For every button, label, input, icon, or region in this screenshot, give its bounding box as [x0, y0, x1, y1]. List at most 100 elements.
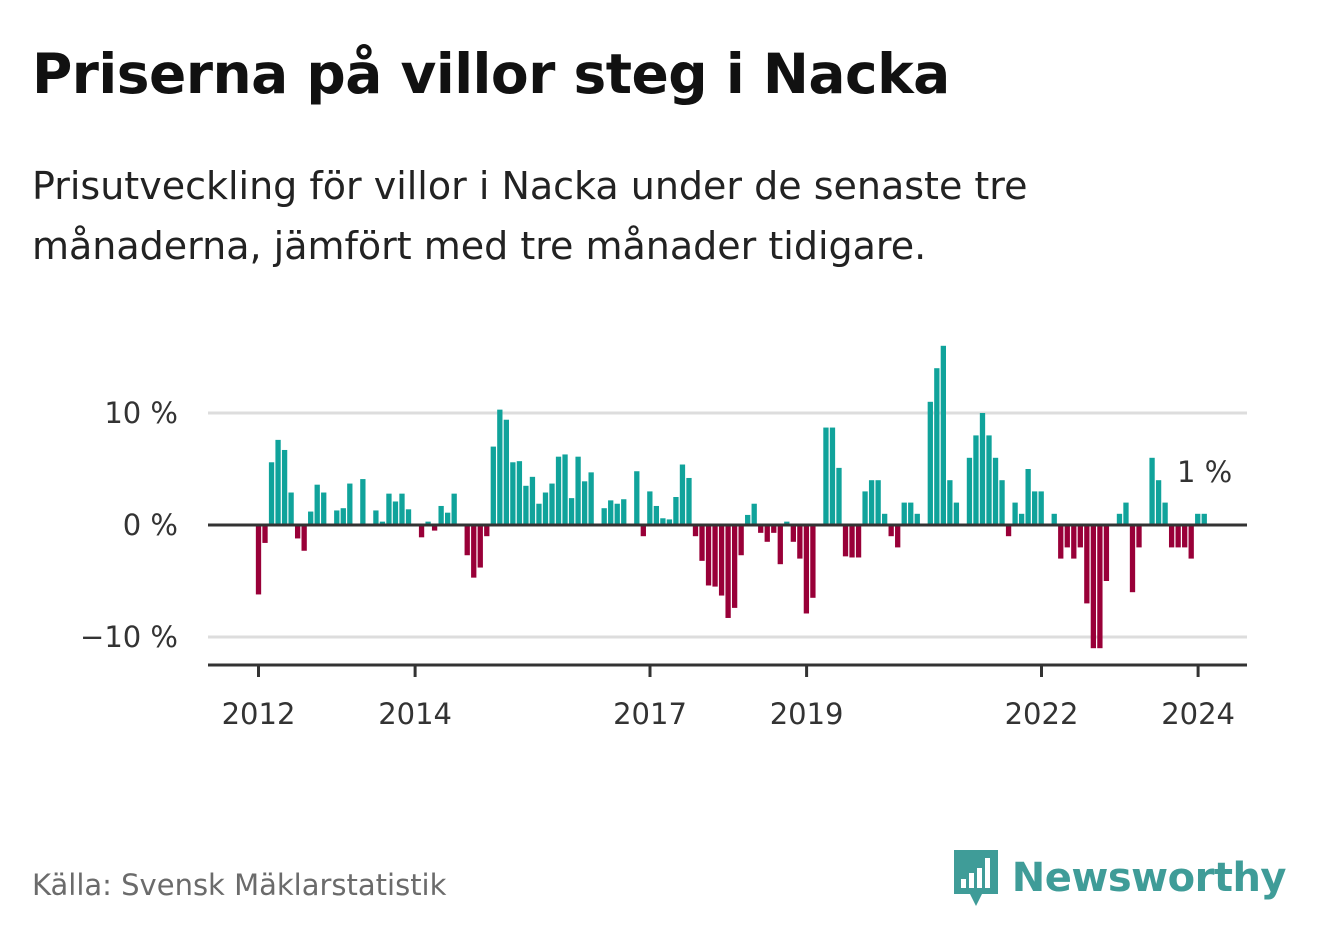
bar — [660, 518, 666, 525]
bar — [555, 456, 562, 525]
bar — [340, 508, 346, 525]
bar — [784, 521, 790, 525]
bar — [803, 525, 810, 614]
bar — [255, 525, 262, 595]
bar — [908, 502, 914, 525]
bar — [1103, 525, 1110, 581]
bar — [275, 439, 281, 525]
bar — [1032, 491, 1038, 525]
bar — [849, 525, 855, 558]
bar — [1090, 525, 1097, 649]
bar — [621, 499, 627, 525]
bar — [901, 502, 907, 525]
bar — [895, 525, 901, 548]
bar — [797, 525, 803, 559]
bar — [1097, 525, 1103, 649]
bar — [771, 525, 777, 533]
bar — [810, 525, 816, 598]
bar — [790, 525, 796, 542]
bar — [882, 513, 888, 525]
bar — [562, 454, 568, 525]
bar — [829, 427, 836, 525]
bar — [614, 503, 620, 525]
bar — [1123, 502, 1129, 525]
bar — [679, 464, 686, 525]
bar — [634, 471, 640, 525]
bar — [510, 462, 516, 525]
bar — [1149, 457, 1155, 525]
bar — [914, 513, 920, 525]
bar — [992, 457, 999, 525]
bar — [268, 462, 275, 525]
bar — [1064, 525, 1070, 548]
bar — [640, 525, 646, 537]
bar — [1116, 513, 1123, 525]
bar — [927, 401, 933, 525]
bar — [497, 409, 503, 525]
chart-subtitle: Prisutveckling för villor i Nacka under … — [32, 164, 1028, 268]
bar — [1077, 525, 1083, 548]
bar — [523, 485, 529, 525]
bar — [686, 477, 692, 525]
bar — [777, 525, 783, 565]
bar — [288, 492, 294, 525]
bar — [575, 456, 581, 525]
bar — [308, 511, 314, 525]
bar — [1058, 525, 1064, 559]
bar — [699, 525, 705, 561]
bar — [392, 501, 399, 525]
last-value-label: 1 % — [1177, 455, 1232, 489]
x-tick-label: 2022 — [1005, 697, 1079, 731]
bar — [718, 525, 725, 596]
bar — [262, 525, 268, 543]
bar — [347, 483, 353, 525]
bar — [842, 525, 849, 557]
bar — [647, 491, 653, 525]
bar — [301, 525, 307, 551]
bar — [947, 480, 953, 525]
bar — [823, 427, 829, 525]
bar — [1084, 525, 1090, 604]
bar — [868, 480, 875, 525]
bar — [1168, 525, 1175, 548]
bar — [334, 510, 340, 525]
bar — [451, 493, 457, 525]
bar — [1018, 513, 1025, 525]
source-note: Källa: Svensk Mäklarstatistik — [32, 868, 447, 902]
bar — [1155, 480, 1162, 525]
bar — [940, 345, 946, 525]
bar — [745, 514, 751, 525]
bar — [321, 492, 327, 525]
bar — [875, 480, 881, 525]
bar — [536, 503, 542, 525]
bar — [549, 483, 555, 525]
x-tick-label: 2019 — [770, 697, 844, 731]
bar — [1051, 513, 1057, 525]
bar — [581, 481, 588, 525]
bar — [1012, 502, 1018, 525]
bar — [588, 472, 594, 525]
newsworthy-logo-icon — [953, 850, 998, 906]
bar — [1162, 502, 1168, 525]
bar — [712, 525, 718, 587]
bar — [673, 497, 679, 525]
bar — [731, 525, 738, 608]
bar — [399, 493, 405, 525]
bar — [386, 493, 392, 525]
newsworthy-logo[interactable]: Newsworthy — [952, 846, 1287, 910]
bar — [418, 525, 425, 538]
bar — [758, 525, 764, 533]
bar — [542, 492, 549, 525]
bar — [294, 525, 301, 539]
bar — [888, 525, 894, 537]
bar — [431, 525, 438, 531]
x-tick-label: 2017 — [613, 697, 687, 731]
bar — [1071, 525, 1077, 559]
x-tick-label: 2014 — [378, 697, 452, 731]
bar — [281, 449, 288, 525]
bar — [973, 435, 979, 525]
y-tick-label: 10 % — [104, 396, 178, 430]
bar — [373, 510, 379, 525]
bar — [738, 525, 744, 556]
bar — [1025, 469, 1031, 525]
